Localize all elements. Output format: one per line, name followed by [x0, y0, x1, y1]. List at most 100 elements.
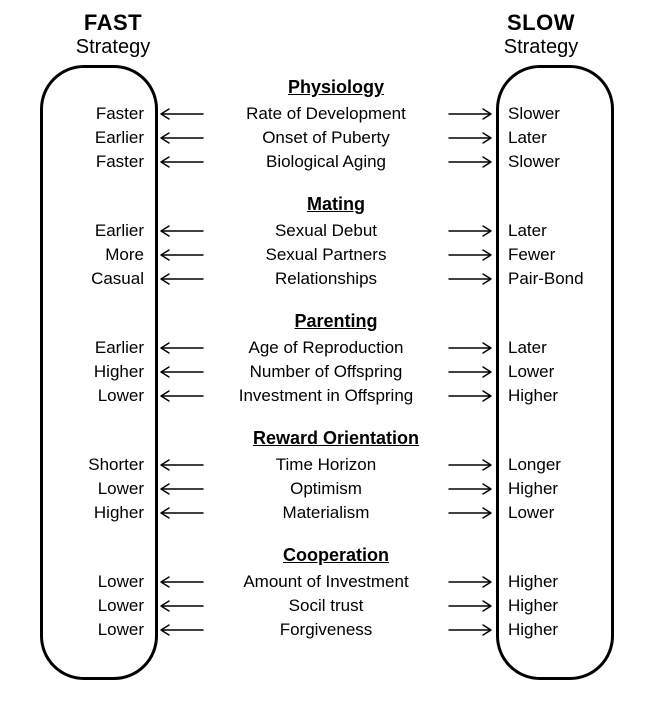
fast-value: Earlier: [0, 338, 150, 358]
section-title: Reward Orientation: [0, 428, 672, 449]
slow-value: Lower: [502, 362, 672, 382]
header-fast-line2: Strategy: [58, 36, 168, 59]
slow-value: Higher: [502, 572, 672, 592]
arrow-right-icon: [442, 154, 502, 170]
trait-label: Optimism: [210, 479, 442, 499]
diagram-body: Physiology Faster Rate of Development Slowe…: [0, 65, 672, 685]
trait-row: Lower Socil trust Higher: [0, 594, 672, 618]
arrow-left-icon: [150, 622, 210, 638]
section-title: Parenting: [0, 311, 672, 332]
arrow-left-icon: [150, 154, 210, 170]
trait-label: Investment in Offspring: [210, 386, 442, 406]
trait-label: Onset of Puberty: [210, 128, 442, 148]
section: Cooperation Lower Amount of Investment High…: [0, 545, 672, 642]
trait-row: Lower Amount of Investment Higher: [0, 570, 672, 594]
arrow-left-icon: [150, 457, 210, 473]
arrow-left-icon: [150, 598, 210, 614]
fast-value: Faster: [0, 104, 150, 124]
fast-value: Lower: [0, 479, 150, 499]
trait-row: Earlier Age of Reproduction Later: [0, 336, 672, 360]
arrow-left-icon: [150, 106, 210, 122]
trait-row: Earlier Sexual Debut Later: [0, 219, 672, 243]
arrow-left-icon: [150, 364, 210, 380]
slow-value: Fewer: [502, 245, 672, 265]
header-fast: FAST Strategy: [58, 10, 168, 59]
section: Mating Earlier Sexual Debut LaterMoreSexual…: [0, 194, 672, 291]
section: Physiology Faster Rate of Development Slowe…: [0, 77, 672, 174]
arrow-left-icon: [150, 130, 210, 146]
arrow-left-icon: [150, 223, 210, 239]
trait-label: Sexual Debut: [210, 221, 442, 241]
arrow-right-icon: [442, 223, 502, 239]
fast-value: Casual: [0, 269, 150, 289]
trait-label: Forgiveness: [210, 620, 442, 640]
arrow-left-icon: [150, 481, 210, 497]
fast-value: Higher: [0, 362, 150, 382]
section-title: Cooperation: [0, 545, 672, 566]
header-slow-line1: SLOW: [486, 10, 596, 36]
arrow-left-icon: [150, 271, 210, 287]
header-slow: SLOW Strategy: [486, 10, 596, 59]
section-title: Mating: [0, 194, 672, 215]
slow-value: Higher: [502, 386, 672, 406]
trait-label: Biological Aging: [210, 152, 442, 172]
fast-value: Earlier: [0, 221, 150, 241]
trait-row: Shorter Time Horizon Longer: [0, 453, 672, 477]
arrow-right-icon: [442, 271, 502, 287]
trait-row: Higher Number of Offspring Lower: [0, 360, 672, 384]
fast-value: Lower: [0, 572, 150, 592]
arrow-left-icon: [150, 574, 210, 590]
header-fast-line1: FAST: [58, 10, 168, 36]
fast-value: Lower: [0, 596, 150, 616]
slow-value: Longer: [502, 455, 672, 475]
fast-value: Shorter: [0, 455, 150, 475]
trait-row: HigherMaterialismLower: [0, 501, 672, 525]
slow-value: Later: [502, 128, 672, 148]
trait-label: Relationships: [210, 269, 442, 289]
trait-row: MoreSexual PartnersFewer: [0, 243, 672, 267]
arrow-right-icon: [442, 106, 502, 122]
arrow-right-icon: [442, 388, 502, 404]
arrow-left-icon: [150, 247, 210, 263]
trait-label: Materialism: [210, 503, 442, 523]
fast-value: Faster: [0, 152, 150, 172]
trait-label: Age of Reproduction: [210, 338, 442, 358]
arrow-left-icon: [150, 388, 210, 404]
trait-row: Faster Biological Aging Slower: [0, 150, 672, 174]
trait-row: Earlier Onset of Puberty Later: [0, 126, 672, 150]
trait-label: Socil trust: [210, 596, 442, 616]
sections-container: Physiology Faster Rate of Development Slowe…: [0, 77, 672, 642]
arrow-right-icon: [442, 457, 502, 473]
trait-label: Number of Offspring: [210, 362, 442, 382]
slow-value: Later: [502, 338, 672, 358]
header-slow-line2: Strategy: [486, 36, 596, 59]
slow-value: Slower: [502, 104, 672, 124]
slow-value: Slower: [502, 152, 672, 172]
slow-value: Higher: [502, 479, 672, 499]
trait-row: Lower Investment in Offspring Higher: [0, 384, 672, 408]
arrow-left-icon: [150, 340, 210, 356]
arrow-right-icon: [442, 622, 502, 638]
arrow-right-icon: [442, 505, 502, 521]
trait-label: Amount of Investment: [210, 572, 442, 592]
trait-row: Lower Forgiveness Higher: [0, 618, 672, 642]
fast-value: Earlier: [0, 128, 150, 148]
arrow-left-icon: [150, 505, 210, 521]
trait-label: Time Horizon: [210, 455, 442, 475]
fast-value: Lower: [0, 386, 150, 406]
section: Parenting Earlier Age of Reproduction Later…: [0, 311, 672, 408]
trait-label: Rate of Development: [210, 104, 442, 124]
arrow-right-icon: [442, 247, 502, 263]
slow-value: Later: [502, 221, 672, 241]
arrow-right-icon: [442, 364, 502, 380]
fast-value: Lower: [0, 620, 150, 640]
arrow-right-icon: [442, 130, 502, 146]
trait-row: Lower Optimism Higher: [0, 477, 672, 501]
arrow-right-icon: [442, 574, 502, 590]
fast-value: More: [0, 245, 150, 265]
section: Reward Orientation Shorter Time Horizon Lon…: [0, 428, 672, 525]
slow-value: Higher: [502, 620, 672, 640]
section-title: Physiology: [0, 77, 672, 98]
slow-value: Pair-Bond: [502, 269, 672, 289]
slow-value: Higher: [502, 596, 672, 616]
